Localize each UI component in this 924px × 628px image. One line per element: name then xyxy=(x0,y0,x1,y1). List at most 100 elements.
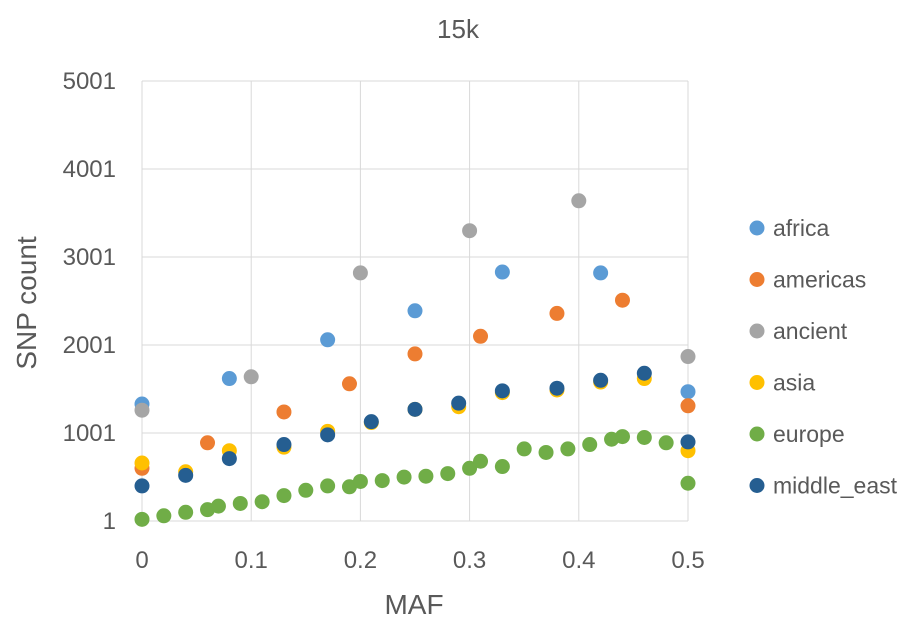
data-point xyxy=(320,427,336,443)
data-point xyxy=(276,404,292,420)
series-middle-east xyxy=(134,365,696,494)
x-tick-label: 0.3 xyxy=(453,547,486,574)
data-point xyxy=(276,437,292,453)
legend: africa americas ancient asia europe middle_ea… xyxy=(749,215,898,499)
data-point xyxy=(516,441,532,457)
data-point xyxy=(254,494,270,510)
legend-label: europe xyxy=(773,421,845,447)
chart-title: 15k xyxy=(437,14,480,44)
data-point xyxy=(341,376,357,392)
series-africa xyxy=(134,264,696,412)
data-point xyxy=(473,328,489,344)
legend-item-ancient: ancient xyxy=(749,318,848,344)
data-point xyxy=(538,444,554,460)
legend-item-europe: europe xyxy=(749,421,845,447)
x-tick-label: 0.4 xyxy=(562,547,595,574)
y-tick-label: 5001 xyxy=(63,68,116,95)
data-point xyxy=(298,482,314,498)
data-points xyxy=(134,193,696,527)
data-point xyxy=(494,264,510,280)
legend-marker xyxy=(749,323,765,339)
data-point xyxy=(352,473,368,489)
data-point xyxy=(614,429,630,445)
data-point xyxy=(560,441,576,457)
data-point xyxy=(680,475,696,491)
legend-marker xyxy=(749,375,765,390)
data-point xyxy=(178,467,194,483)
data-point xyxy=(593,372,609,388)
data-point xyxy=(396,469,412,485)
data-point xyxy=(680,398,696,414)
legend-label: ancient xyxy=(773,318,848,344)
x-axis-ticks: 0 0.1 0.2 0.3 0.4 0.5 xyxy=(135,547,704,574)
legend-marker xyxy=(749,272,765,287)
y-tick-label: 4001 xyxy=(63,156,116,183)
data-point xyxy=(200,435,216,451)
y-axis-ticks: 1 1001 2001 3001 4001 5001 xyxy=(63,68,116,535)
legend-marker xyxy=(749,478,765,493)
data-point xyxy=(352,265,368,281)
y-axis-title: SNP count xyxy=(11,236,42,370)
data-point xyxy=(462,460,478,476)
grid-layer xyxy=(141,80,689,522)
legend-label: americas xyxy=(773,267,866,293)
data-point xyxy=(593,265,609,281)
data-point xyxy=(178,504,194,520)
data-point xyxy=(363,414,379,430)
data-point xyxy=(658,435,674,451)
legend-label: asia xyxy=(773,370,815,396)
data-point xyxy=(320,478,336,494)
data-point xyxy=(134,511,150,527)
data-point xyxy=(582,437,598,453)
x-tick-label: 0 xyxy=(135,547,148,574)
data-point xyxy=(320,332,336,348)
data-point xyxy=(407,303,423,319)
series-ancient xyxy=(134,193,696,418)
legend-item-americas: americas xyxy=(749,267,866,293)
y-tick-label: 1 xyxy=(103,508,116,535)
legend-marker xyxy=(749,426,765,442)
series-asia xyxy=(134,371,696,480)
data-point xyxy=(221,371,237,387)
legend-label: middle_east xyxy=(773,473,898,499)
data-point xyxy=(451,395,467,411)
legend-item-africa: africa xyxy=(749,215,829,241)
legend-item-asia: asia xyxy=(749,370,815,396)
y-tick-label: 2001 xyxy=(63,332,116,359)
data-point xyxy=(636,365,652,381)
data-point xyxy=(407,401,423,417)
legend-marker xyxy=(749,220,765,236)
data-point xyxy=(549,305,565,321)
data-point xyxy=(134,402,150,418)
series-americas xyxy=(134,292,696,476)
data-point xyxy=(680,349,696,365)
data-point xyxy=(462,223,478,239)
data-point xyxy=(276,488,292,504)
data-point xyxy=(473,453,489,469)
data-point xyxy=(407,346,423,362)
data-point xyxy=(134,455,150,471)
data-point xyxy=(636,429,652,445)
data-point xyxy=(571,193,587,209)
data-point xyxy=(494,459,510,475)
y-tick-label: 1001 xyxy=(63,420,116,447)
data-point xyxy=(221,451,237,467)
x-axis-title: MAF xyxy=(384,589,443,620)
data-point xyxy=(440,466,456,482)
data-point xyxy=(680,384,696,400)
x-tick-label: 0.1 xyxy=(235,547,268,574)
series-europe xyxy=(134,429,696,527)
data-point xyxy=(156,508,172,524)
data-point xyxy=(418,468,434,484)
data-point xyxy=(494,383,510,399)
data-point xyxy=(614,292,630,308)
legend-item-middle-east: middle_east xyxy=(749,473,898,499)
data-point xyxy=(374,473,390,489)
data-point xyxy=(243,369,259,385)
data-point xyxy=(134,478,150,494)
data-point xyxy=(680,434,696,450)
y-tick-label: 3001 xyxy=(63,244,116,271)
x-tick-label: 0.2 xyxy=(344,547,377,574)
